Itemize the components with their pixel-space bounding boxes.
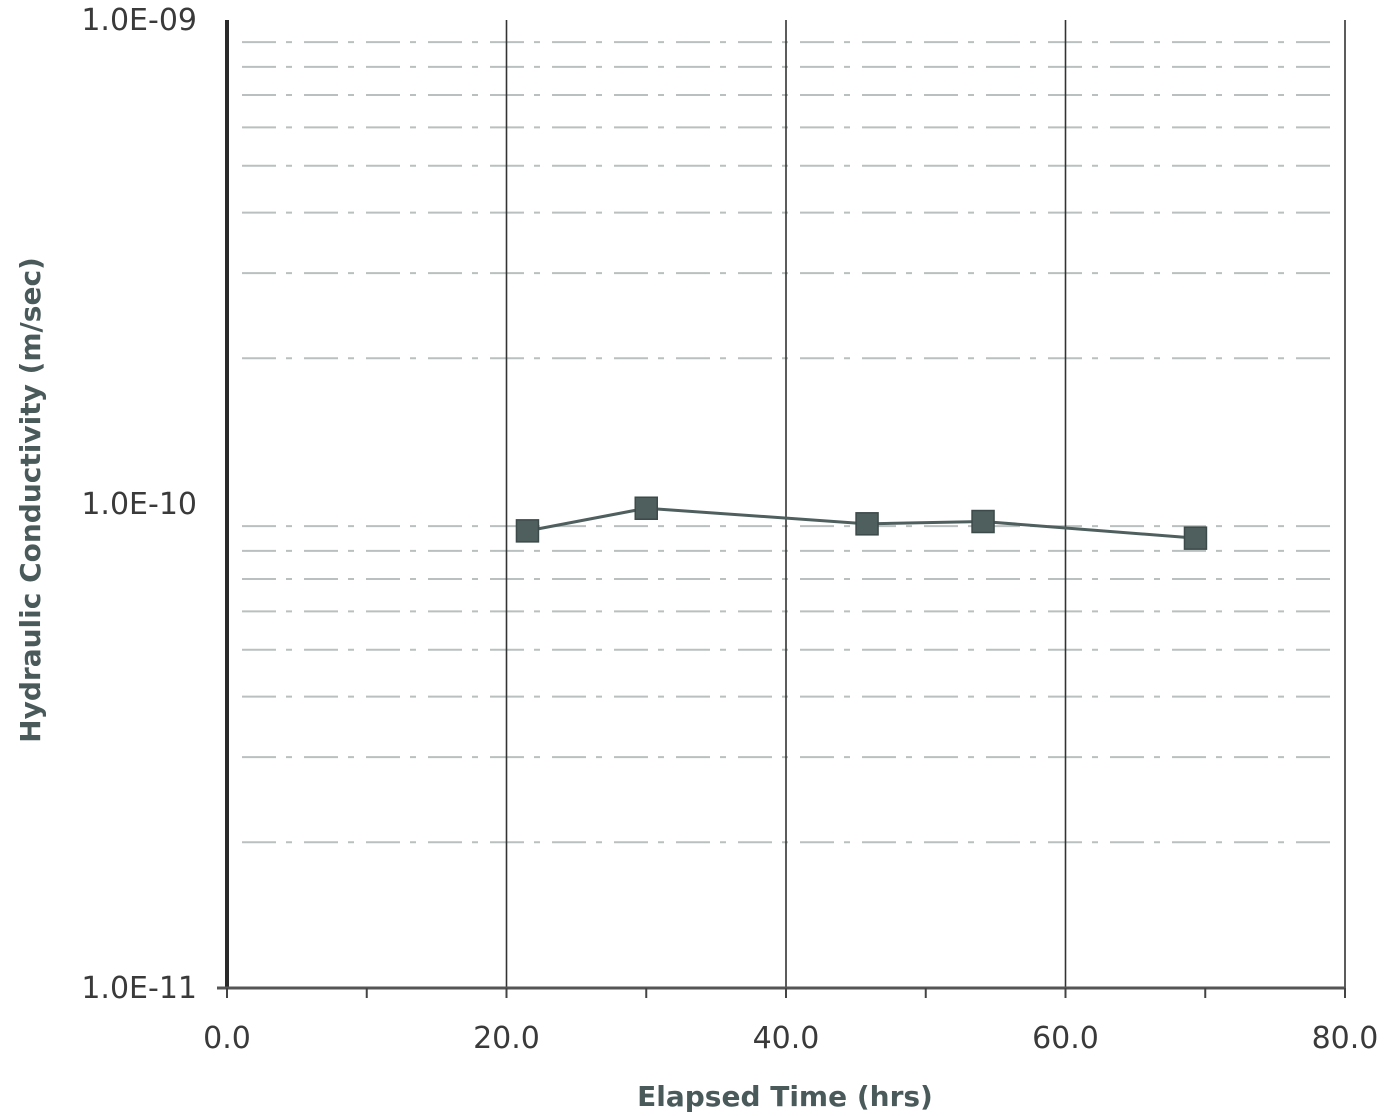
y-tick-label: 1.0E-10: [81, 487, 197, 522]
data-point-marker: [855, 512, 879, 536]
y-axis-title: Hydraulic Conductivity (m/sec): [14, 257, 47, 743]
x-tick-label: 20.0: [473, 1021, 540, 1056]
x-tick-label: 40.0: [753, 1021, 820, 1056]
y-axis-tick-labels: 1.0E-11 1.0E-10 1.0E-09: [81, 3, 197, 1006]
x-axis-title: Elapsed Time (hrs): [637, 1080, 933, 1113]
data-point-marker: [971, 509, 995, 534]
x-axis-tick-labels: 0.0 20.0 40.0 60.0 80.0: [203, 1021, 1378, 1056]
data-point-marker: [1183, 526, 1208, 550]
minor-gridlines: [242, 41, 1340, 844]
x-axis-ticks: [226, 988, 1346, 998]
y-tick-label: 1.0E-09: [81, 3, 197, 38]
y-tick-label: 1.0E-11: [81, 971, 197, 1006]
series-group: [515, 496, 1208, 550]
data-point-marker: [634, 496, 658, 520]
data-point-marker: [515, 519, 540, 543]
x-tick-label: 80.0: [1312, 1021, 1379, 1056]
major-gridlines: [505, 20, 1346, 988]
x-tick-label: 60.0: [1032, 1021, 1099, 1056]
x-tick-label: 0.0: [203, 1021, 251, 1056]
